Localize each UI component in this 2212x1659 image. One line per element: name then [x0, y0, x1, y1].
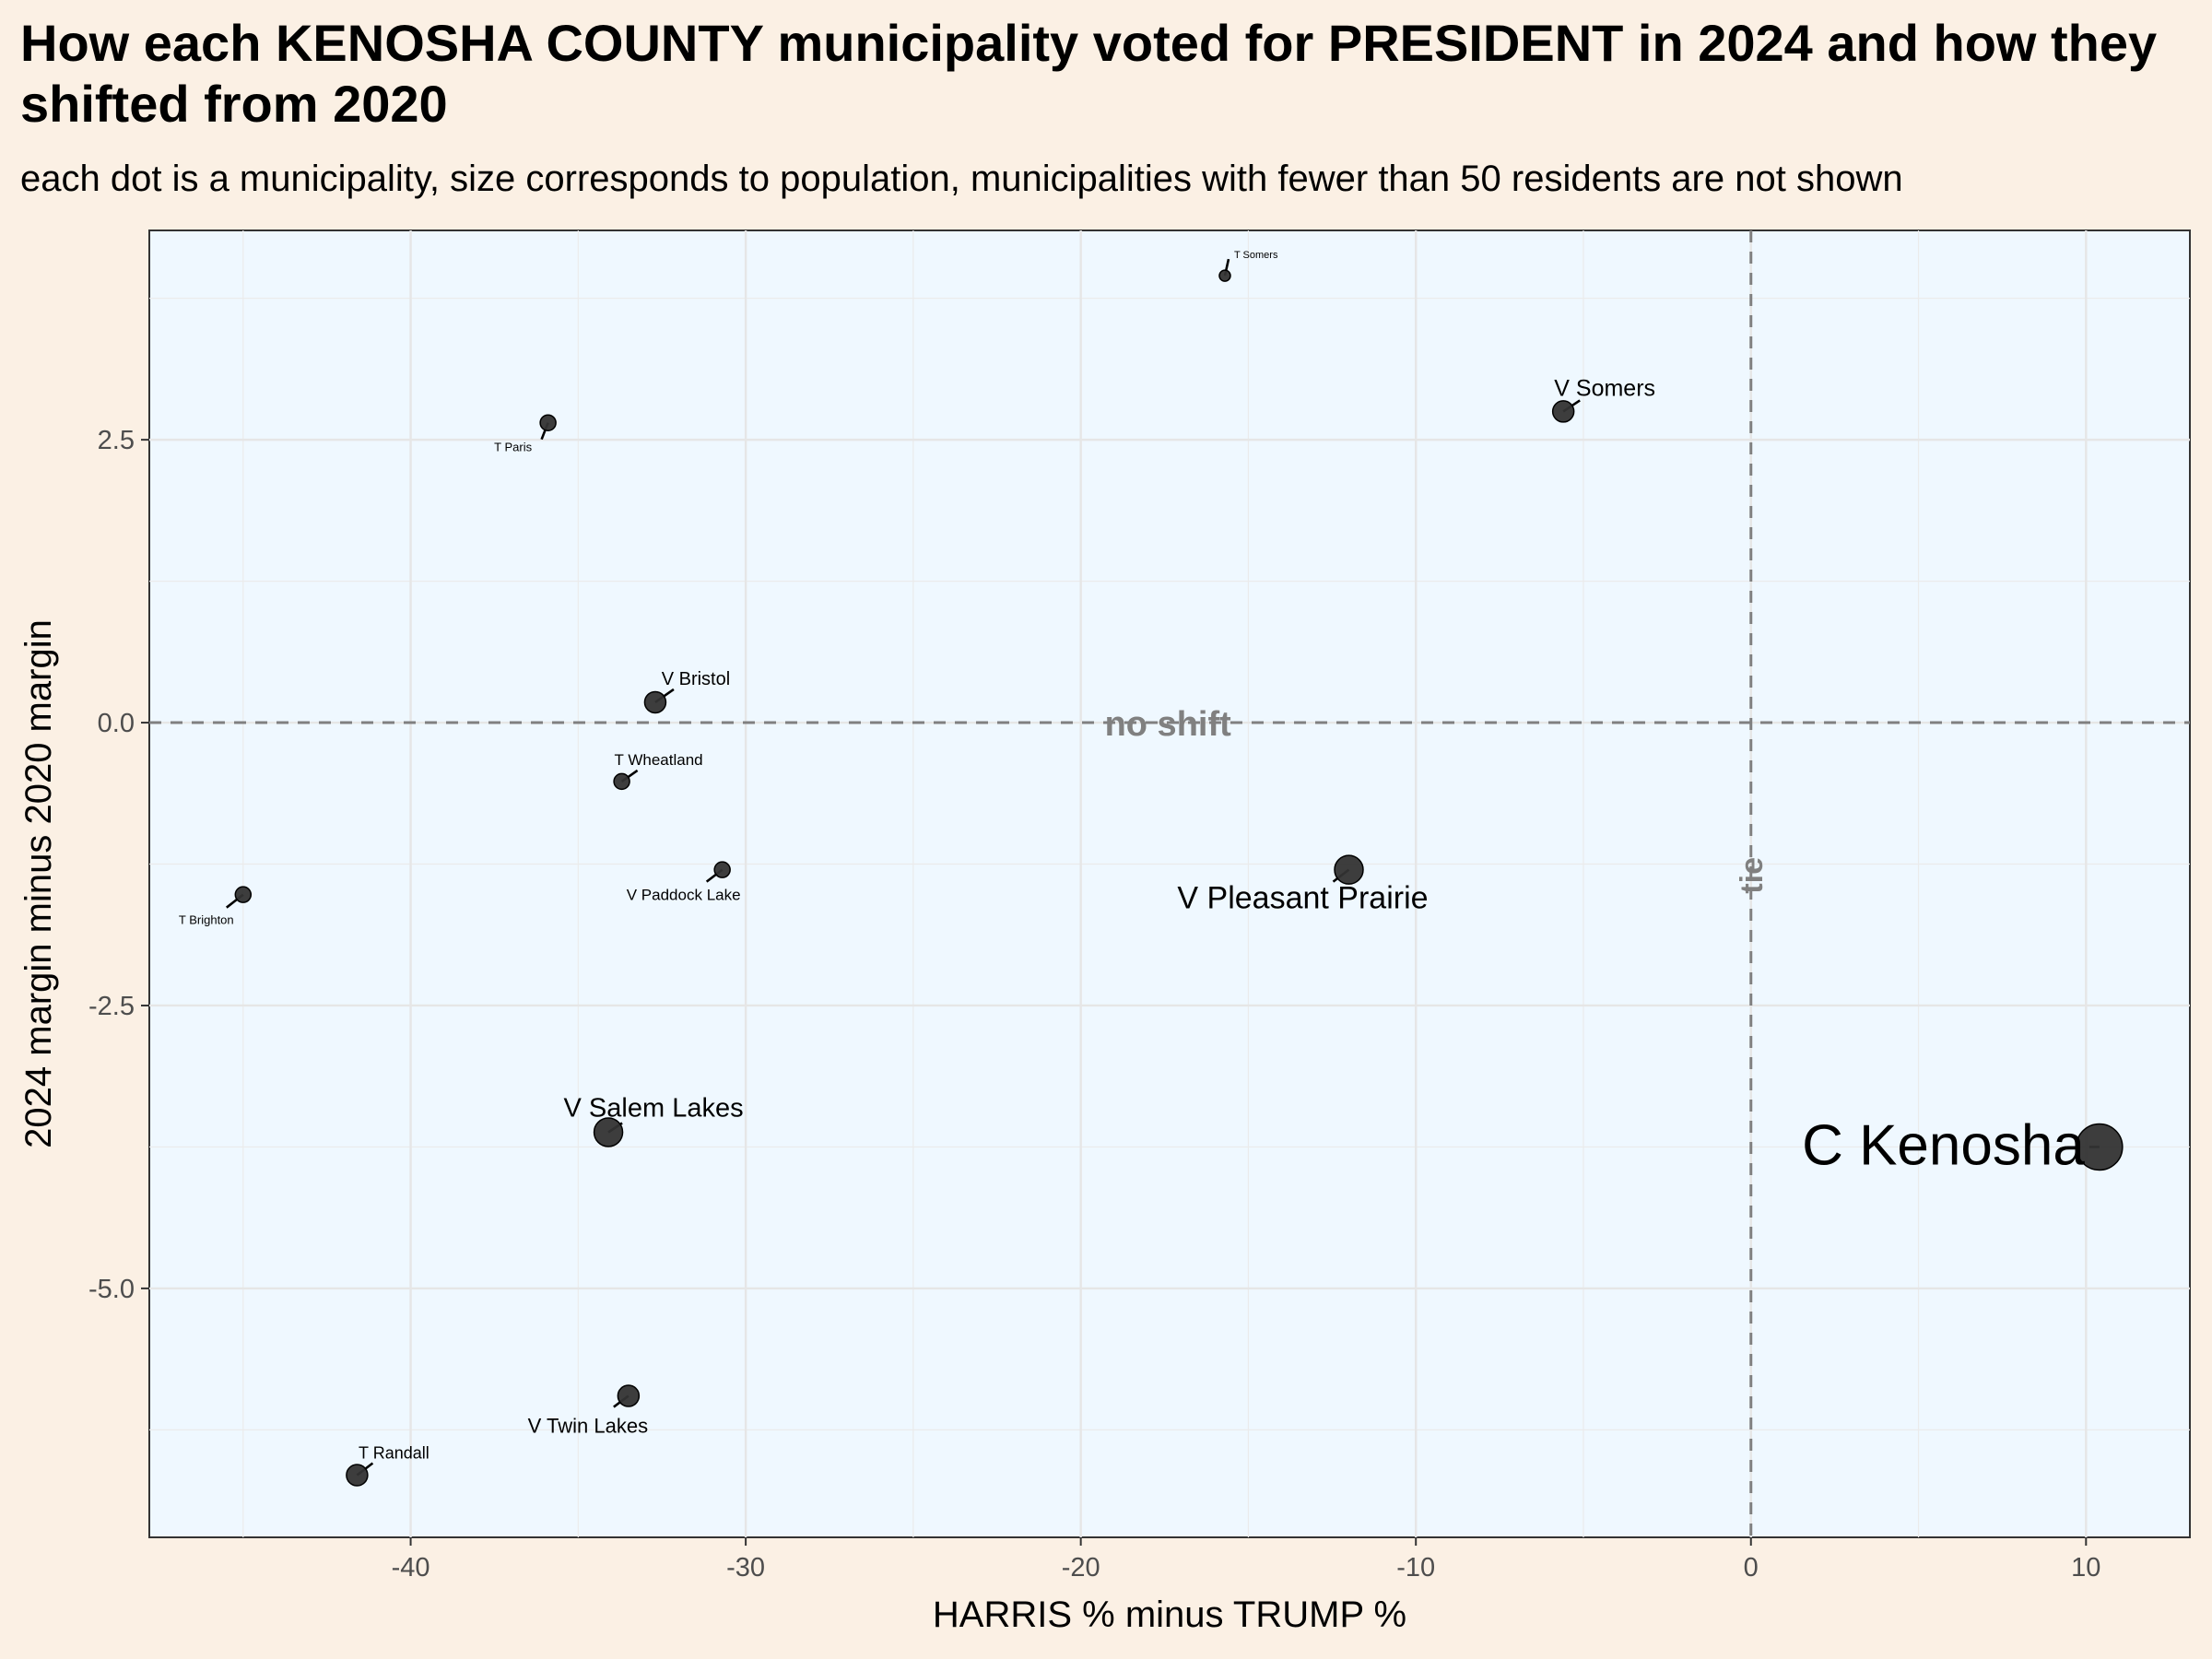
x-tick-label: -20 [1062, 1553, 1100, 1583]
label-v-pleasant-prairie: V Pleasant Prairie [1177, 881, 1428, 916]
point-v-pleasant-prairie [1334, 854, 1364, 885]
y-tick-label: 0.0 [98, 709, 135, 738]
chart-subtitle: each dot is a municipality, size corresp… [20, 159, 1903, 199]
tie-label: tie [1735, 857, 1770, 894]
x-axis-ticks: -40 -30 -20 -10 0 10 [392, 1537, 2100, 1583]
point-v-twin-lakes [617, 1384, 641, 1407]
y-axis-title: 2024 margin minus 2020 margin [18, 619, 59, 1148]
point-t-brighton [234, 886, 253, 903]
y-tick-label: -5.0 [88, 1275, 135, 1304]
y-tick-label: -2.5 [88, 992, 135, 1021]
y-axis-ticks: -5.0 -2.5 0.0 2.5 [88, 426, 149, 1304]
chart-title: How each KENOSHA COUNTY municipality vot… [20, 14, 2158, 133]
point-t-wheatland [613, 772, 630, 791]
point-v-paddock-lake [713, 861, 731, 878]
label-t-wheatland: T Wheatland [615, 751, 703, 769]
label-v-bristol: V Bristol [662, 669, 730, 689]
label-t-randall: T Randall [359, 1443, 429, 1462]
no-shift-label: no shift [1105, 705, 1232, 744]
point-t-somers [1218, 269, 1231, 282]
x-tick-label: 0 [1744, 1553, 1759, 1583]
label-t-somers: T Somers [1234, 250, 1278, 261]
x-tick-label: 10 [2071, 1553, 2100, 1583]
point-t-randall [346, 1464, 369, 1487]
x-tick-label: -30 [726, 1553, 765, 1583]
point-v-somers [1551, 400, 1575, 423]
plot-panel [148, 229, 2191, 1538]
point-v-salem-lakes [593, 1117, 624, 1147]
label-v-paddock-lake: V Paddock Lake [627, 887, 741, 904]
y-tick-label: 2.5 [98, 426, 135, 455]
point-v-bristol [643, 690, 667, 714]
label-v-somers: V Somers [1554, 375, 1655, 401]
data-points [234, 269, 2124, 1487]
label-v-salem-lakes: V Salem Lakes [564, 1093, 744, 1123]
label-t-brighton: T Brighton [179, 913, 234, 927]
label-v-twin-lakes: V Twin Lakes [528, 1415, 648, 1438]
x-axis-title: HARRIS % minus TRUMP % [933, 1594, 1406, 1635]
minor-grid [149, 230, 2190, 1537]
point-t-paris [539, 414, 557, 431]
x-tick-label: -40 [392, 1553, 430, 1583]
x-tick-label: -10 [1396, 1553, 1435, 1583]
reference-lines: no shift tie [149, 230, 2190, 1537]
label-t-paris: T Paris [494, 441, 532, 454]
point-c-kenosha [2076, 1123, 2124, 1171]
label-c-kenosha: C Kenosha [1802, 1113, 2085, 1177]
point-labels: T Somers V Somers T Paris V Bristol T Wheatl… [179, 250, 2085, 1462]
